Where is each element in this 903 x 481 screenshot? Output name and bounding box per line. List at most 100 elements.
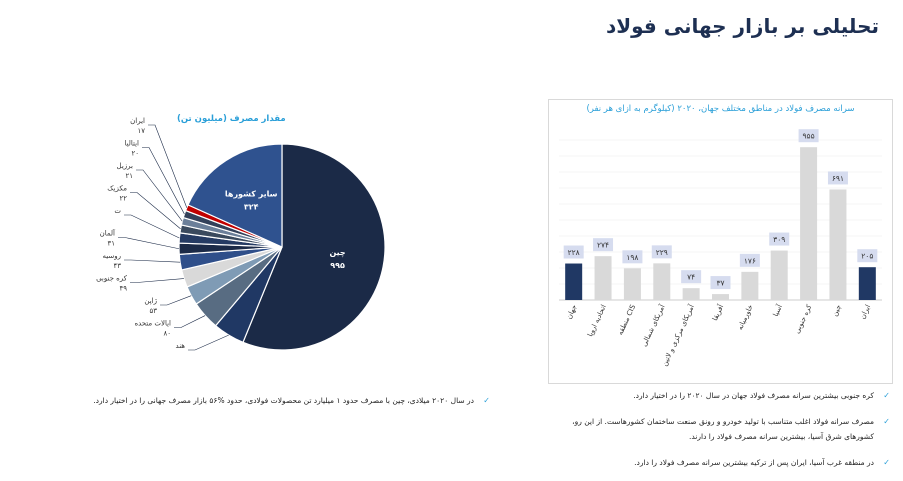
bar-value-box xyxy=(593,238,614,252)
bar-category-label: آسیا xyxy=(771,302,785,318)
pie-leader-line xyxy=(174,315,206,328)
pie-leader-line xyxy=(188,334,229,351)
bar-value-label: ۱۹۸ xyxy=(626,253,638,262)
bar-chart-panel: سرانه مصرف فولاد در مناطق مختلف جهان، ۲۰… xyxy=(548,99,893,384)
page-title: تحلیلی بر بازار جهانی فولاد xyxy=(605,14,879,38)
bar-value-box xyxy=(827,171,848,185)
pie-slice-label: ت xyxy=(114,207,121,215)
pie-slice-value: ۸۰ xyxy=(163,330,171,338)
check-icon: ✓ xyxy=(883,417,890,426)
pie-slice-label: کره جنوبی xyxy=(96,275,128,283)
bar-value-box xyxy=(563,245,584,259)
pie-slice-value: ۲۰ xyxy=(131,150,139,158)
bar xyxy=(712,294,729,300)
pie-leader-line xyxy=(130,278,184,283)
bar-value-label: ۲۲۸ xyxy=(568,248,580,257)
pie-slice-value: ۳۱ xyxy=(107,240,115,248)
pie-slice-value: ۴۳ xyxy=(113,262,121,270)
bar-value-label: ۳۷ xyxy=(716,279,724,288)
pie-slice-label: چین xyxy=(329,248,345,257)
bar-category-label: چین xyxy=(831,303,843,317)
bar-chart-title: سرانه مصرف فولاد در مناطق مختلف جهان، ۲۰… xyxy=(586,104,855,114)
bar-category-label: ایران xyxy=(859,303,873,320)
bar-value-label: ۲۲۹ xyxy=(656,248,668,257)
pie-leader-line xyxy=(124,214,180,239)
notes-right: ✓ کره جنوبی بیشترین سرانه مصرف فولاد جها… xyxy=(550,388,890,481)
pie-slice-value: ۵۳ xyxy=(149,307,157,315)
bar xyxy=(682,288,700,300)
bar-category-label: خاورمیانه xyxy=(736,303,755,331)
note-text: در سال ۲۰۲۰ میلادی، چین با مصرف حدود ۱ م… xyxy=(93,396,474,405)
pie-slice xyxy=(187,143,283,248)
bar-value-label: ۱۷۶ xyxy=(744,256,756,265)
bar-chart-svg: ۲۲۸ جهان ۲۷۴ اتحادیه اروپا ۱۹۸ منطقه CIS ۲۲۹ آم… xyxy=(559,129,882,367)
bar-category-label: کره جنوبی xyxy=(793,303,814,335)
pie-slice-label: آلمان xyxy=(100,229,116,238)
bar-value-label: ۲۰۵ xyxy=(861,252,873,261)
bar xyxy=(800,147,818,300)
check-icon: ✓ xyxy=(883,458,890,467)
note-text: کره جنوبی بیشترین سرانه مصرف فولاد جهان … xyxy=(633,391,874,400)
pie-slice-value: ۲۲ xyxy=(119,195,127,203)
pie-slice-label: ایالات متحده xyxy=(134,320,171,328)
pie-leader-line xyxy=(130,192,181,230)
pie-slice-value: ۳۲۴ xyxy=(244,202,259,211)
bar-value-box xyxy=(857,249,878,263)
bar-category-label: جهان xyxy=(565,303,579,320)
notes-left: ✓ در سال ۲۰۲۰ میلادی، چین با مصرف حدود ۱… xyxy=(50,393,490,419)
bar-value-box xyxy=(769,232,790,246)
pie-leader-line xyxy=(118,237,180,250)
bar-value-box xyxy=(622,250,643,264)
note-item: ✓ مصرف سرانه فولاد اغلب متناسب با تولید … xyxy=(550,414,890,444)
bar xyxy=(770,250,788,300)
bar-category-label: آفریقا xyxy=(710,302,726,322)
pie-leader-line xyxy=(142,147,185,215)
bar-value-label: ۹۵۵ xyxy=(803,132,815,141)
bar xyxy=(653,263,671,300)
bar-value-box xyxy=(710,276,731,290)
pie-slice-label: هند xyxy=(176,342,186,350)
note-text: در منطقه غرب آسیا، ایران پس از ترکیه بیش… xyxy=(634,458,874,467)
bar xyxy=(829,189,847,300)
pie-chart-svg: چین ۹۹۵ هند ایالات متحده ۸۰ ژاپن ۵۳ کره جنوبی ۴۹… xyxy=(96,117,386,351)
bar-value-box xyxy=(798,129,819,143)
pie-slice-label: روسیه xyxy=(103,252,122,260)
bar xyxy=(565,263,583,300)
pie-slice-label: ایران xyxy=(130,117,145,125)
pie-slice-value: ۴۹ xyxy=(119,285,127,293)
pie-leader-line xyxy=(124,259,181,263)
bar-value-box xyxy=(739,253,760,267)
bar-category-label: آمریکای شمالی xyxy=(639,302,667,348)
bar-value-label: ۶۹۱ xyxy=(832,174,844,183)
pie-chart-title: مقدار مصرف (میلیون تن) xyxy=(177,114,286,124)
note-item: ✓ در سال ۲۰۲۰ میلادی، چین با مصرف حدود ۱… xyxy=(50,393,490,408)
bar xyxy=(858,267,876,300)
bar-value-label: ۷۴ xyxy=(687,273,695,282)
bar xyxy=(594,256,612,300)
pie-slice-label: ایتالیا xyxy=(124,140,139,148)
pie-leader-line xyxy=(148,124,188,208)
bar-value-label: ۲۷۴ xyxy=(597,241,609,250)
pie-slice-label: مکزیک xyxy=(107,185,127,193)
note-item: ✓ کره جنوبی بیشترین سرانه مصرف فولاد جها… xyxy=(550,388,890,403)
check-icon: ✓ xyxy=(883,391,890,400)
pie-leader-line xyxy=(160,295,192,306)
pie-slice-label: برزیل xyxy=(117,162,133,170)
pie-chart: چین ۹۹۵ هند ایالات متحده ۸۰ ژاپن ۵۳ کره جنوبی ۴۹… xyxy=(40,108,400,378)
pie-slice-value: ۹۹۵ xyxy=(330,261,345,270)
bar-value-box xyxy=(681,270,702,284)
pie-slice-label: سایر کشورها xyxy=(225,189,278,198)
bar xyxy=(623,268,641,300)
bar-category-label: آمریکای مرکزی و لاتین xyxy=(660,302,697,367)
pie-leader-line xyxy=(136,169,183,222)
bar-category-label: منطقه CIS xyxy=(616,303,637,336)
bar-category-label: اتحادیه اروپا xyxy=(586,303,608,338)
bar-value-box xyxy=(651,245,672,259)
note-text: مصرف سرانه فولاد اغلب متناسب با تولید خو… xyxy=(572,417,874,441)
bar-value-label: ۳۰۹ xyxy=(773,235,785,244)
note-item: ✓ در منطقه غرب آسیا، ایران پس از ترکیه ب… xyxy=(550,455,890,470)
pie-slice-value: ۲۱ xyxy=(125,172,133,180)
pie-slice-label: ژاپن xyxy=(144,297,157,305)
pie-slice-value: ۱۷ xyxy=(137,127,145,135)
check-icon: ✓ xyxy=(483,396,490,405)
